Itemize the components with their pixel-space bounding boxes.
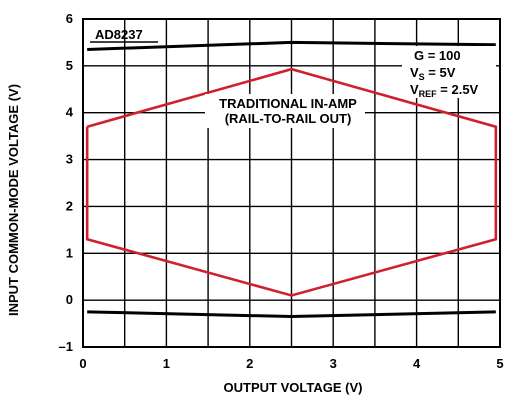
hex-label-line1: TRADITIONAL IN-AMP bbox=[219, 96, 357, 111]
y-tick-label: 1 bbox=[66, 245, 73, 260]
x-tick-label: 1 bbox=[163, 356, 170, 371]
y-tick-label: 3 bbox=[66, 152, 73, 167]
x-tick-labels: 0 1 2 3 4 5 bbox=[79, 356, 503, 371]
x-tick-label: 0 bbox=[79, 356, 86, 371]
x-tick-label: 5 bbox=[496, 356, 503, 371]
y-tick-label: –1 bbox=[59, 339, 73, 354]
plot-frame bbox=[82, 18, 501, 348]
x-axis-title: OUTPUT VOLTAGE (V) bbox=[224, 380, 363, 395]
ad8237-label: AD8237 bbox=[95, 27, 143, 42]
series-lines bbox=[85, 40, 498, 319]
y-tick-label: 4 bbox=[66, 105, 74, 120]
y-tick-labels: –1 0 1 2 3 4 5 6 bbox=[59, 11, 74, 354]
y-tick-label: 2 bbox=[66, 198, 73, 213]
traditional-inamp-boundary-line bbox=[85, 67, 498, 297]
x-tick-label: 4 bbox=[413, 356, 421, 371]
x-tick-label: 2 bbox=[246, 356, 253, 371]
ad8237-boundary-line bbox=[87, 310, 496, 319]
y-tick-label: 5 bbox=[66, 58, 73, 73]
hex-label-line2: (RAIL-TO-RAIL OUT) bbox=[225, 111, 352, 126]
y-axis-title: INPUT COMMON-MODE VOLTAGE (V) bbox=[6, 84, 21, 316]
x-tick-label: 3 bbox=[330, 356, 337, 371]
conditions-background bbox=[402, 46, 496, 98]
y-tick-label: 0 bbox=[66, 292, 73, 307]
condition-vref: VREF = 2.5V bbox=[410, 82, 479, 99]
condition-supply: VS = 5V bbox=[410, 65, 456, 82]
condition-gain: G = 100 bbox=[414, 48, 461, 63]
ad8237-boundary-line bbox=[87, 40, 496, 51]
hex-label-background bbox=[205, 94, 365, 128]
y-tick-label: 6 bbox=[66, 11, 73, 26]
